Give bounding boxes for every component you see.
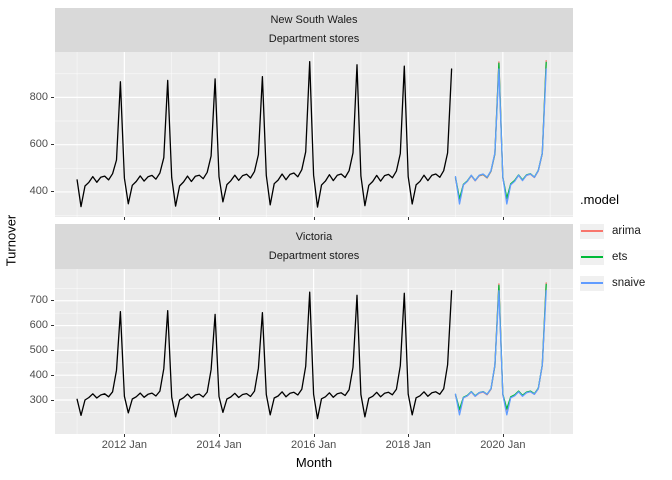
- x-axis-tick: [124, 217, 126, 220]
- y-axis-tick-label: 400: [29, 368, 48, 381]
- x-axis-tick: [313, 434, 315, 437]
- legend-key-arima: [580, 223, 604, 239]
- strip-industry-label: Department stores: [268, 33, 360, 45]
- legend: .model arima ets snaive: [580, 192, 670, 296]
- y-axis-tick-label: 700: [29, 294, 48, 307]
- x-axis-tick: [218, 434, 220, 437]
- strip-region-label: Victoria: [295, 230, 333, 243]
- y-axis-title: Turnover: [3, 214, 19, 267]
- actual-series-line: [76, 61, 453, 208]
- y-axis-tick-label: 600: [29, 319, 48, 332]
- x-axis-tick: [408, 434, 410, 437]
- x-axis-tick-label: 2014 Jan: [196, 439, 242, 451]
- x-axis-tick: [218, 217, 220, 220]
- y-axis-tick: [51, 349, 54, 351]
- x-axis-tick: [124, 434, 126, 437]
- legend-label: ets: [612, 251, 628, 263]
- y-axis-tick: [51, 191, 54, 193]
- y-axis-tick: [51, 300, 54, 302]
- y-axis-tick: [51, 399, 54, 401]
- snaive-series-line: [454, 68, 547, 205]
- legend-key-snaive: [580, 275, 604, 291]
- y-axis-tick-label: 800: [29, 90, 48, 103]
- x-axis-tick: [313, 217, 315, 220]
- x-axis-tick: [502, 217, 504, 220]
- x-axis-title: Month: [295, 455, 333, 470]
- ets-line-swatch-icon: [581, 256, 603, 258]
- y-axis-tick-label: 400: [29, 185, 48, 198]
- legend-label: snaive: [612, 277, 646, 289]
- y-axis-tick-label: 600: [29, 138, 48, 151]
- strip-region-label: New South Wales: [270, 14, 358, 26]
- facet-strip-new-south-wales: New South Wales Department stores: [55, 8, 573, 52]
- facet-panel-new-south-wales: [55, 52, 573, 217]
- x-axis-tick-label: 2020 Jan: [480, 439, 526, 451]
- y-axis-tick-label: 300: [29, 393, 48, 406]
- x-axis-tick-label: 2012 Jan: [101, 439, 147, 451]
- legend-entry-arima: arima: [580, 218, 670, 244]
- y-axis-tick: [51, 144, 54, 146]
- snaive-series-line: [454, 290, 547, 416]
- x-axis-tick: [408, 217, 410, 220]
- y-axis-tick: [51, 374, 54, 376]
- legend-key-ets: [580, 249, 604, 265]
- y-axis-tick: [51, 325, 54, 327]
- actual-series-line: [76, 290, 453, 420]
- y-axis-tick-label: 500: [29, 343, 48, 356]
- x-axis-tick: [502, 434, 504, 437]
- strip-industry-label: Department stores: [268, 249, 360, 262]
- x-axis-tick-label: 2018 Jan: [385, 439, 431, 451]
- legend-entry-snaive: snaive: [580, 270, 670, 296]
- y-axis-tick: [51, 96, 54, 98]
- arima-line-swatch-icon: [581, 230, 603, 232]
- x-axis-tick-label: 2016 Jan: [290, 439, 337, 451]
- legend-entry-ets: ets: [580, 244, 670, 270]
- facet-strip-victoria: Victoria Department stores: [55, 224, 573, 269]
- legend-title: .model: [580, 192, 620, 207]
- legend-label: arima: [612, 225, 641, 237]
- facet-panel-victoria: [55, 269, 573, 434]
- snaive-line-swatch-icon: [581, 282, 603, 284]
